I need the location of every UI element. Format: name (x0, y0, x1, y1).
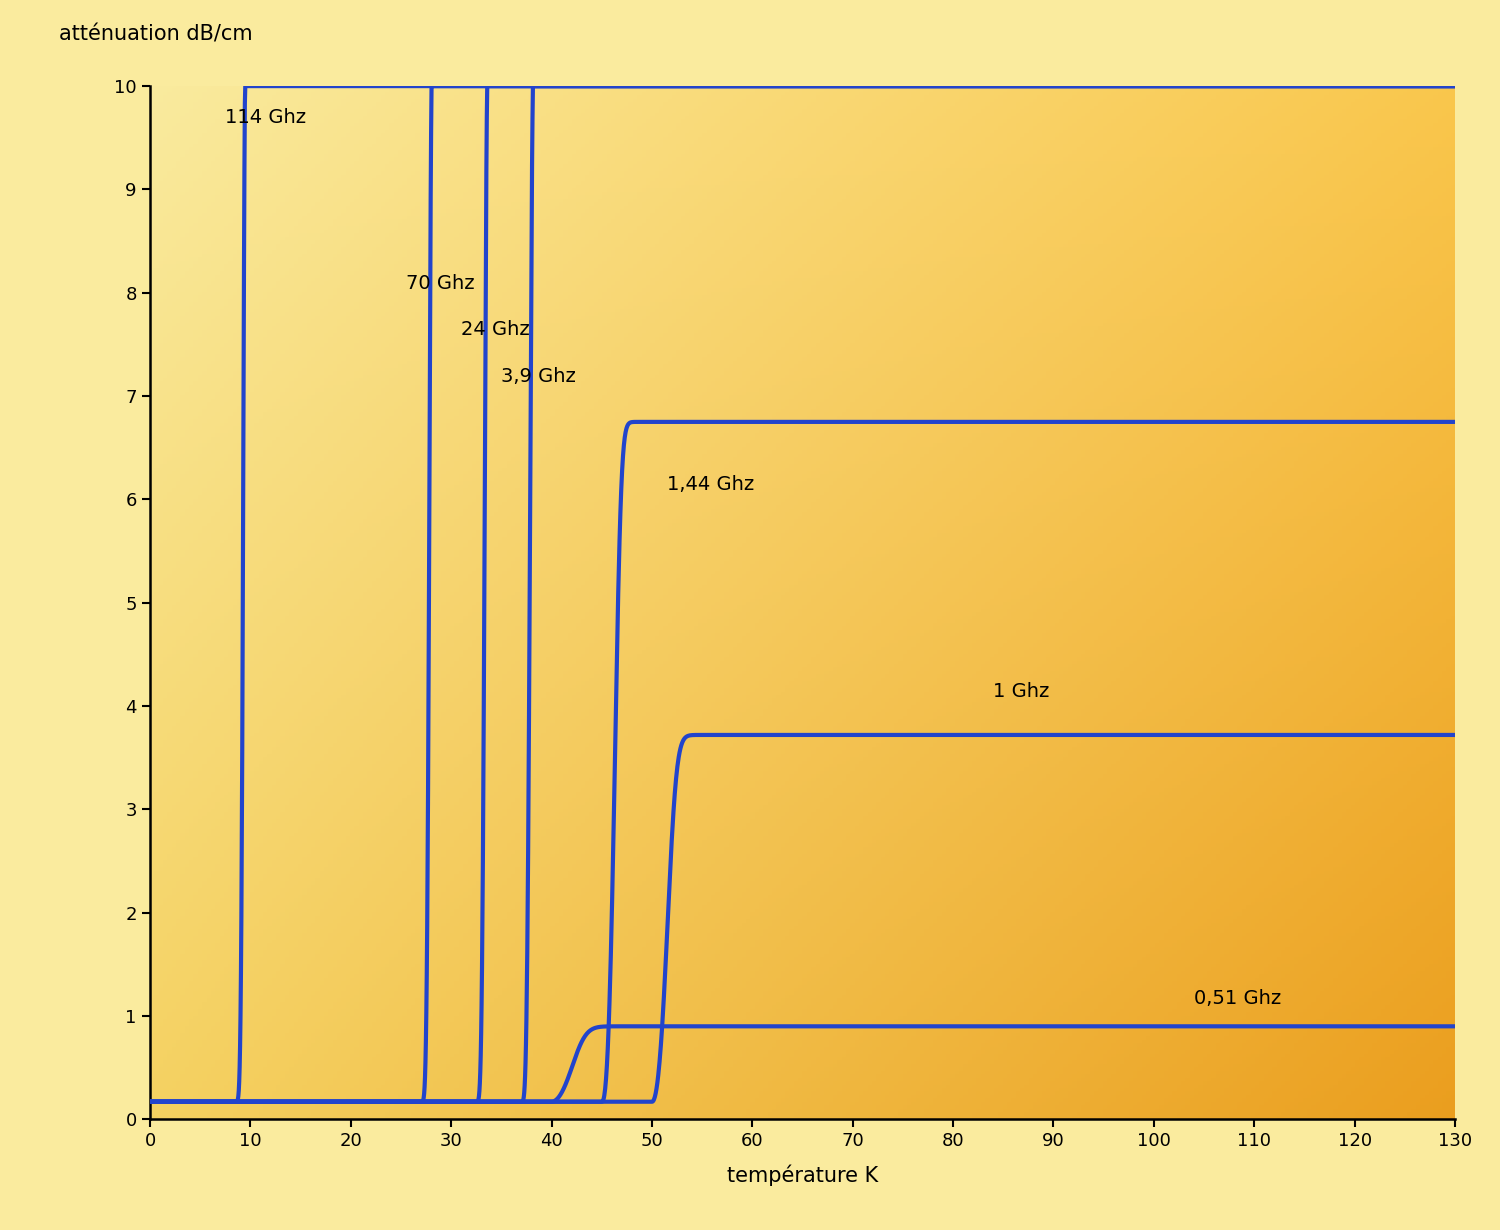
Text: atténuation dB/cm: atténuation dB/cm (58, 25, 252, 44)
Text: 24 Ghz: 24 Ghz (460, 320, 530, 339)
Text: 3,9 Ghz: 3,9 Ghz (501, 367, 576, 386)
Text: 70 Ghz: 70 Ghz (406, 274, 474, 293)
Text: 1,44 Ghz: 1,44 Ghz (668, 475, 754, 494)
Text: 1 Ghz: 1 Ghz (993, 681, 1050, 701)
X-axis label: température K: température K (728, 1165, 878, 1186)
Text: 114 Ghz: 114 Ghz (225, 108, 306, 128)
Text: 0,51 Ghz: 0,51 Ghz (1194, 989, 1281, 1007)
